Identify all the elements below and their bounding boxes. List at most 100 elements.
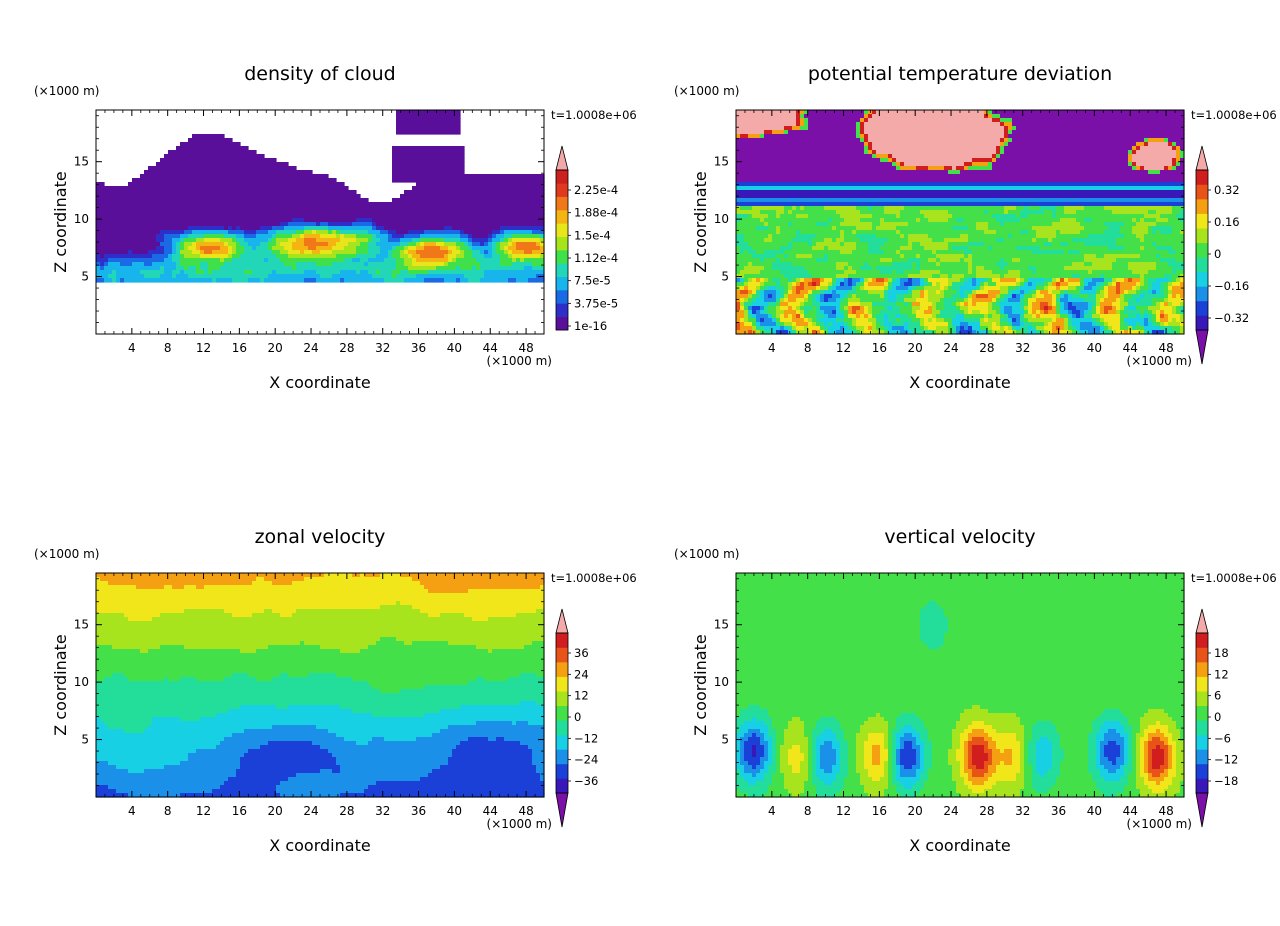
- field-cell: [480, 270, 485, 275]
- field-cell: [904, 122, 909, 127]
- field-cell: [952, 158, 957, 163]
- field-cell: [876, 114, 881, 119]
- field-cell: [296, 226, 301, 231]
- field-cell: [1180, 150, 1185, 155]
- field-cell: [132, 198, 137, 203]
- field-cell: [912, 130, 917, 135]
- field-cell: [528, 254, 533, 259]
- field-cell: [252, 166, 257, 171]
- field-cell: [164, 214, 169, 219]
- field-cell: [320, 274, 325, 279]
- field-cell: [1160, 110, 1165, 115]
- field-cell: [532, 222, 537, 227]
- field-cell: [196, 162, 201, 167]
- field-cell: [928, 122, 933, 127]
- field-cell: [224, 270, 229, 275]
- field-cell: [1112, 134, 1117, 139]
- field-cell: [912, 118, 917, 123]
- field-cell: [940, 118, 945, 123]
- field-cell: [984, 122, 989, 127]
- field-cell: [420, 190, 425, 195]
- field-cell: [228, 142, 233, 147]
- field-cell: [924, 146, 929, 151]
- field-cell: [744, 122, 749, 127]
- field-cell: [480, 218, 485, 223]
- field-cell: [984, 130, 989, 135]
- field-cell: [252, 206, 257, 211]
- field-cell: [496, 190, 501, 195]
- field-cell: [764, 126, 769, 131]
- field-cell: [384, 246, 389, 251]
- field-cell: [480, 182, 485, 187]
- field-cell: [436, 178, 441, 183]
- field-cell: [196, 254, 201, 259]
- field-cell: [416, 222, 421, 227]
- field-cell: [184, 266, 189, 271]
- field-cell: [276, 166, 281, 171]
- field-cell: [324, 190, 329, 195]
- field-cell: [116, 270, 121, 275]
- field-cell: [184, 170, 189, 175]
- field-cell: [480, 266, 485, 271]
- field-cell: [768, 122, 773, 127]
- field-cell: [236, 194, 241, 199]
- field-cell: [832, 126, 837, 131]
- field-cell: [776, 142, 781, 147]
- field-cell: [432, 234, 437, 239]
- field-cell: [1032, 150, 1037, 155]
- field-cell: [776, 118, 781, 123]
- field-cell: [316, 206, 321, 211]
- field-cell: [256, 234, 261, 239]
- field-cell: [748, 110, 753, 115]
- field-cell: [156, 234, 161, 239]
- field-cell: [112, 250, 117, 255]
- field-cell: [352, 270, 357, 275]
- field-cell: [508, 238, 513, 243]
- field-cell: [148, 206, 153, 211]
- field-cell: [996, 130, 1001, 135]
- field-cell: [148, 174, 153, 179]
- field-cell: [348, 198, 353, 203]
- field-cell: [336, 238, 341, 243]
- field-cell: [532, 174, 537, 179]
- field-cell: [452, 114, 457, 119]
- field-cell: [152, 254, 157, 259]
- field-cell: [100, 278, 105, 283]
- x-tick-label: 12: [196, 341, 211, 355]
- field-cell: [1044, 150, 1049, 155]
- field-cell: [928, 130, 933, 135]
- field-cell: [1048, 114, 1053, 119]
- field-cell: [456, 202, 461, 207]
- field-cell: [472, 214, 477, 219]
- field-cell: [340, 274, 345, 279]
- field-cell: [896, 110, 901, 115]
- field-cell: [800, 118, 805, 123]
- field-cell: [304, 190, 309, 195]
- field-cell: [280, 246, 285, 251]
- field-cell: [328, 246, 333, 251]
- field-cell: [224, 190, 229, 195]
- field-cell: [812, 134, 817, 139]
- field-cell: [152, 186, 157, 191]
- colorbar-tick-label: 1e-16: [574, 319, 607, 333]
- field-cell: [276, 202, 281, 207]
- field-cell: [796, 130, 801, 135]
- field-cell: [160, 242, 165, 247]
- field-cell: [432, 178, 437, 183]
- field-cell: [456, 234, 461, 239]
- field-cell: [368, 210, 373, 215]
- field-cell: [400, 198, 405, 203]
- field-cell: [472, 190, 477, 195]
- field-cell: [836, 142, 841, 147]
- field-cell: [760, 142, 765, 147]
- field-cell: [1116, 122, 1121, 127]
- field-cell: [232, 170, 237, 175]
- field-cell: [916, 146, 921, 151]
- field-cell: [220, 230, 225, 235]
- field-cell: [748, 146, 753, 151]
- field-cell: [456, 154, 461, 159]
- field-cell: [360, 198, 365, 203]
- field-cell: [196, 226, 201, 231]
- field-cell: [436, 186, 441, 191]
- field-cell: [160, 158, 165, 163]
